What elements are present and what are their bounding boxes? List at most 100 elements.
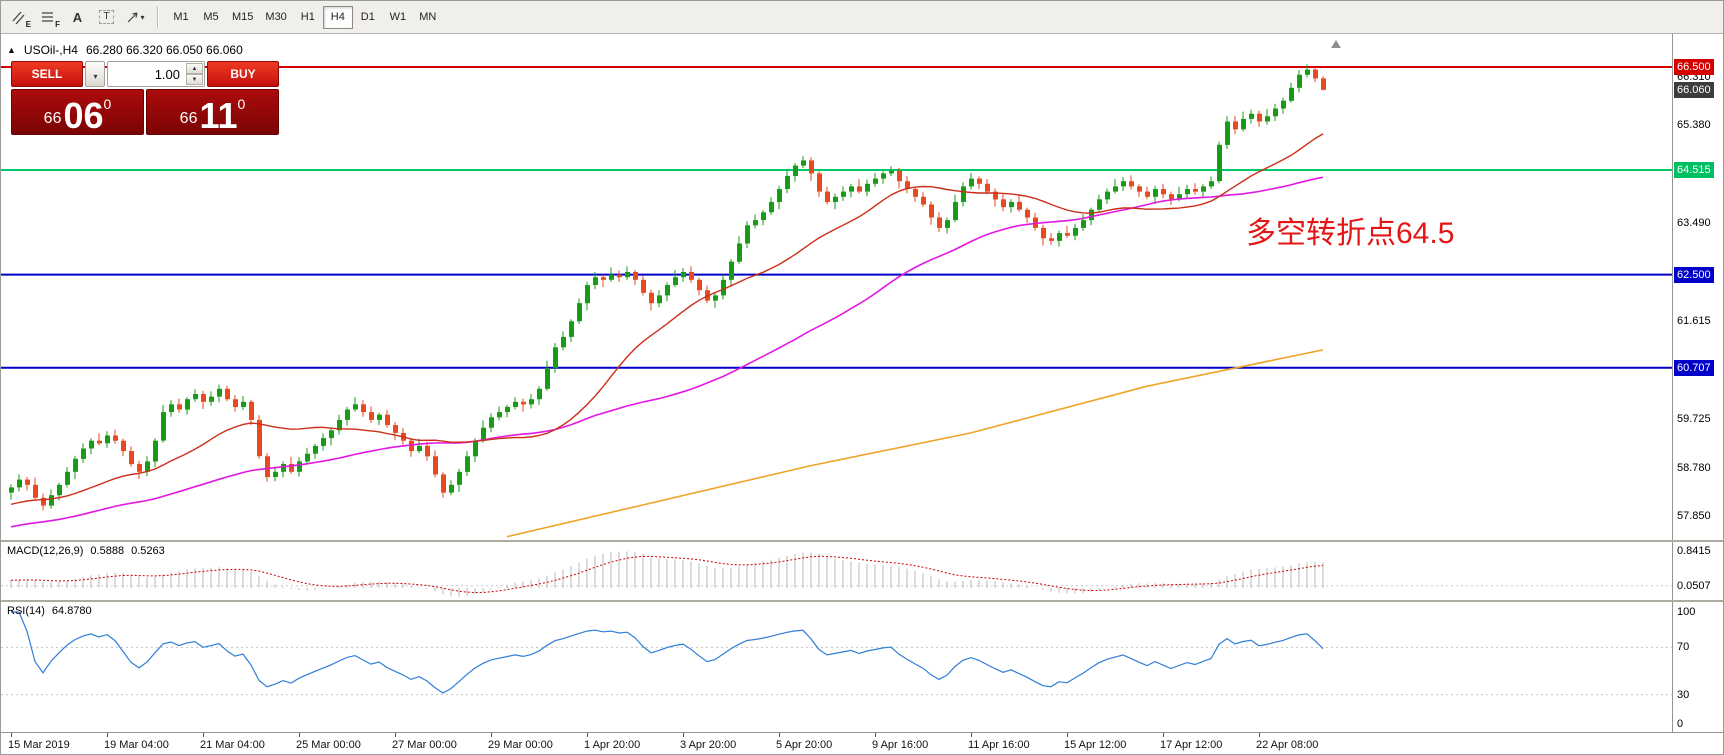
- panel-splitter[interactable]: [1, 600, 1723, 602]
- ma-slow-line: [10, 176, 1324, 528]
- time-tick: [491, 733, 492, 737]
- macd-panel: 0.8415 0.0507 MACD(12,26,9) 0.5888 0.5263: [1, 542, 1723, 600]
- time-label: 25 Mar 00:00: [296, 739, 361, 751]
- buy-button[interactable]: BUY: [207, 61, 279, 87]
- time-tick: [683, 733, 684, 737]
- sell-button[interactable]: SELL: [11, 61, 83, 87]
- timeframe-mn[interactable]: MN: [413, 6, 443, 29]
- equidistant-channel-tool-button[interactable]: E: [6, 5, 33, 29]
- candles: [9, 64, 1326, 511]
- time-tick: [107, 733, 108, 737]
- time-axis[interactable]: 15 Mar 2019 19 Mar 04:00 21 Mar 04:00 25 Ma…: [1, 732, 1723, 754]
- fibonacci-tool-button[interactable]: F: [35, 5, 62, 29]
- price-axis-label: 66.500: [1674, 59, 1714, 75]
- time-label: 3 Apr 20:00: [680, 739, 737, 751]
- price-axis-label: 62.500: [1674, 267, 1714, 283]
- sell-price-base: 66: [43, 110, 62, 127]
- time-label: 15 Apr 12:00: [1064, 739, 1127, 751]
- time-label: 17 Apr 12:00: [1160, 739, 1223, 751]
- time-tick: [587, 733, 588, 737]
- channel-letter: E: [25, 20, 31, 29]
- text-tool-button[interactable]: A: [64, 5, 91, 29]
- timeframe-w1[interactable]: W1: [383, 6, 413, 29]
- arrow-tool-icon: [128, 11, 139, 22]
- volume-down-button[interactable]: ▼: [186, 74, 203, 85]
- rsi-axis-label: 30: [1674, 687, 1693, 703]
- sell-price-pips: 06: [63, 95, 104, 137]
- macd-signal-line: [10, 555, 1324, 594]
- price-axis-label: 58.780: [1677, 462, 1711, 474]
- buy-price-display[interactable]: 66 11 0: [146, 89, 279, 135]
- time-tick: [971, 733, 972, 737]
- time-tick: [1067, 733, 1068, 737]
- volume-input[interactable]: [108, 63, 184, 85]
- price-axis-label: 64.515: [1674, 162, 1714, 178]
- rsi-panel: 100 70 30 0 RSI(14) 64.8780: [1, 602, 1723, 732]
- volume-spinner: ▲ ▼: [186, 63, 203, 85]
- macd-name: MACD(12,26,9): [7, 545, 84, 557]
- time-label: 11 Apr 16:00: [968, 739, 1030, 751]
- timeframe-m5[interactable]: M5: [196, 6, 226, 29]
- price-chart-canvas[interactable]: [1, 34, 1672, 540]
- time-tick: [395, 733, 396, 737]
- price-axis-label: 65.380: [1677, 119, 1711, 131]
- price-axis-label: 63.490: [1677, 217, 1711, 229]
- price-axis-label: 66.060: [1674, 82, 1714, 98]
- time-tick: [299, 733, 300, 737]
- rsi-label: RSI(14) 64.8780: [7, 605, 92, 617]
- label-tool-button[interactable]: T: [93, 5, 120, 29]
- time-label: 27 Mar 00:00: [392, 739, 457, 751]
- buy-price-point: 0: [237, 96, 246, 112]
- timeframe-h1[interactable]: H1: [293, 6, 323, 29]
- time-label: 5 Apr 20:00: [776, 739, 833, 751]
- time-label: 21 Mar 04:00: [200, 739, 265, 751]
- ma-fast-line: [10, 133, 1324, 505]
- one-click-trading-panel: SELL ▾ ▲ ▼ BUY 66 06 0 66: [11, 61, 279, 135]
- macd-label: MACD(12,26,9) 0.5888 0.5263: [7, 545, 165, 557]
- time-tick: [11, 733, 12, 737]
- label-tool-icon: T: [99, 10, 114, 24]
- timeframe-h4[interactable]: H4: [322, 5, 353, 29]
- volume-up-button[interactable]: ▲: [186, 63, 203, 74]
- rsi-axis-label: 100: [1674, 604, 1699, 620]
- ohlc-values: 66.280 66.320 66.050 66.060: [85, 43, 243, 57]
- time-tick: [1259, 733, 1260, 737]
- timeframe-m1[interactable]: M1: [166, 6, 196, 29]
- arrows-tool-button[interactable]: ▾: [122, 5, 149, 29]
- time-tick: [1163, 733, 1164, 737]
- sell-price-display[interactable]: 66 06 0: [11, 89, 144, 135]
- price-axis-label: 61.615: [1677, 315, 1711, 327]
- timeframe-toolbar: M1 M5 M15 M30 H1 H4 D1 W1 MN: [166, 5, 443, 29]
- rsi-canvas[interactable]: [1, 602, 1672, 732]
- price-axis[interactable]: 66.500 66.310 66.060 65.380 64.515 63.490 62.5…: [1672, 34, 1723, 540]
- rsi-axis-label: 70: [1674, 639, 1693, 655]
- symbol-header: ▲ USOil-,H4 66.280 66.320 66.050 66.060: [7, 43, 243, 57]
- timeframe-m30[interactable]: M30: [259, 6, 292, 29]
- rsi-name: RSI(14): [7, 605, 45, 617]
- chart-annotation: 多空转折点64.5: [1246, 217, 1455, 250]
- panel-splitter[interactable]: [1, 540, 1723, 542]
- price-chart-panel: 66.500 66.310 66.060 65.380 64.515 63.490 62.5…: [1, 34, 1723, 540]
- rsi-axis-label: 0: [1674, 716, 1687, 732]
- chevron-down-icon: ▾: [93, 71, 98, 81]
- volume-field-wrap: ▲ ▼: [107, 61, 205, 87]
- time-label: 19 Mar 04:00: [104, 739, 169, 751]
- fibonacci-icon: [41, 11, 53, 22]
- chart-shift-marker[interactable]: [1331, 40, 1341, 48]
- time-label: 22 Apr 08:00: [1256, 739, 1319, 751]
- fibonacci-letter: F: [55, 20, 60, 29]
- price-axis-label: 59.725: [1677, 413, 1711, 425]
- volume-dropdown-button[interactable]: ▾: [85, 61, 105, 87]
- timeframe-m15[interactable]: M15: [226, 6, 259, 29]
- one-click-toggle-icon[interactable]: ▲: [7, 45, 16, 55]
- timeframe-d1[interactable]: D1: [353, 6, 383, 29]
- macd-axis-label: 0.8415: [1674, 543, 1714, 559]
- macd-canvas[interactable]: [1, 542, 1672, 600]
- time-tick: [203, 733, 204, 737]
- buy-price-pips: 11: [199, 95, 238, 137]
- time-label: 9 Apr 16:00: [872, 739, 929, 751]
- chevron-down-icon: ▾: [140, 12, 145, 22]
- time-label: 1 Apr 20:00: [584, 739, 641, 751]
- price-axis-label: 57.850: [1677, 510, 1711, 522]
